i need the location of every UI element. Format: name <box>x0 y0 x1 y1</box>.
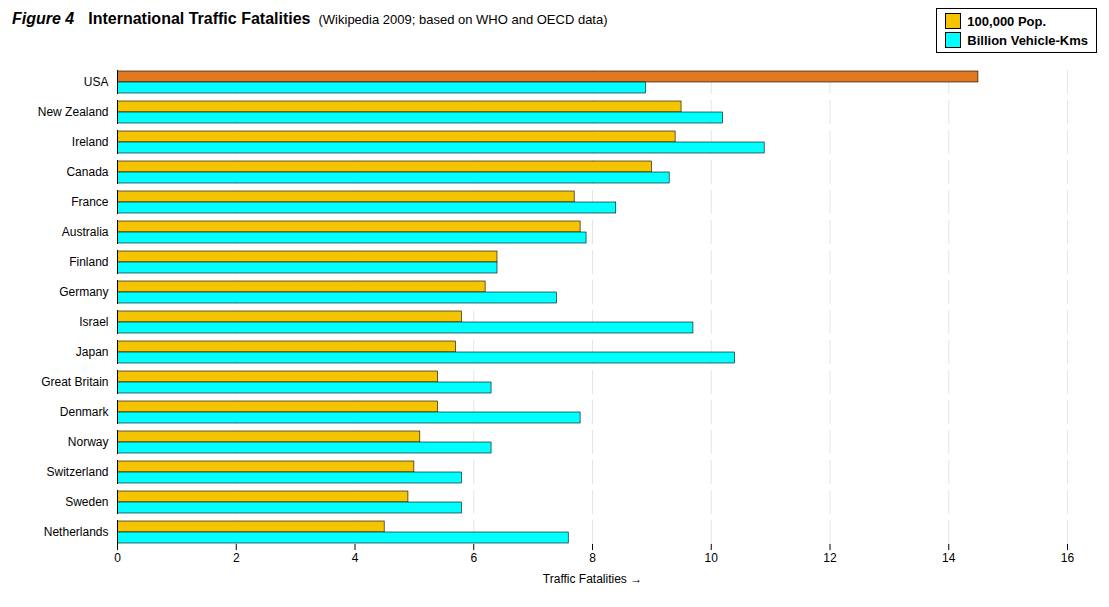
svg-text:Canada: Canada <box>66 165 108 179</box>
svg-text:USA: USA <box>84 75 109 89</box>
svg-text:Switzerland: Switzerland <box>46 465 108 479</box>
html-text:Billion Vehicle-Kms: Billion Vehicle-Kms <box>967 32 1088 48</box>
svg-text:Norway: Norway <box>68 435 109 449</box>
svg-text:14: 14 <box>942 551 956 565</box>
svg-text:Traffic Fatalities →: Traffic Fatalities → <box>543 572 642 586</box>
svg-text:Great Britain: Great Britain <box>41 375 108 389</box>
svg-text:Australia: Australia <box>62 225 109 239</box>
svg-text:Germany: Germany <box>59 285 108 299</box>
svg-text:6: 6 <box>470 551 477 565</box>
html-text:Figure 4: Figure 4 <box>12 10 75 27</box>
svg-text:New Zealand: New Zealand <box>38 105 109 119</box>
svg-text:8: 8 <box>589 551 596 565</box>
html-text:International Traffic Fataliti: International Traffic Fatalities <box>88 10 311 27</box>
svg-text:16: 16 <box>1061 551 1075 565</box>
svg-text:4: 4 <box>352 551 359 565</box>
svg-text:Japan: Japan <box>76 345 109 359</box>
svg-text:0: 0 <box>114 551 121 565</box>
html-text:100,000 Pop.: 100,000 Pop. <box>967 13 1047 29</box>
svg-text:Denmark: Denmark <box>60 405 110 419</box>
html-text:(Wikipedia 2009; based on WHO: (Wikipedia 2009; based on WHO and OECD d… <box>318 12 608 27</box>
svg-text:12: 12 <box>823 551 837 565</box>
svg-text:Israel: Israel <box>79 315 108 329</box>
svg-text:Finland: Finland <box>69 255 108 269</box>
svg-text:Sweden: Sweden <box>65 495 108 509</box>
svg-text:10: 10 <box>705 551 719 565</box>
svg-text:2: 2 <box>233 551 240 565</box>
svg-text:Ireland: Ireland <box>72 135 109 149</box>
svg-text:Netherlands: Netherlands <box>44 525 109 539</box>
svg-text:France: France <box>71 195 109 209</box>
